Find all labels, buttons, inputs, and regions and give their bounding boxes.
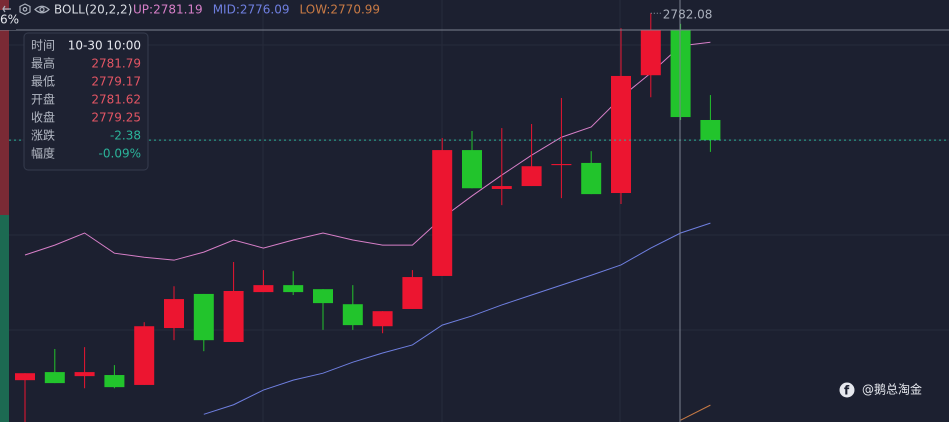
tooltip: 时间 10-30 10:00 最高 2781.79 最低 2779.17 开盘 2781.62… (23, 32, 149, 171)
tooltip-value: 10-30 10:00 (68, 39, 141, 53)
tooltip-box (23, 32, 149, 171)
tooltip-label: 收盘 (31, 110, 55, 125)
candle-body (253, 285, 274, 293)
tooltip-value: 2779.25 (91, 111, 141, 125)
band-line (203, 222, 711, 415)
max-label: 2782.08 (663, 8, 713, 22)
tooltip-label: 最高 (31, 56, 55, 71)
candle-body (134, 326, 155, 385)
tooltip-value: -2.38 (110, 129, 141, 143)
tooltip-label: 时间 (31, 39, 55, 53)
candle-body (521, 166, 542, 187)
candle-body (491, 186, 512, 189)
watermark-icon (839, 382, 855, 398)
tooltip-label: 幅度 (31, 146, 55, 161)
legend-entry: UP:2781.19 (133, 3, 203, 17)
candle-body (283, 285, 304, 293)
band-line (680, 404, 711, 421)
tooltip-value: 2781.79 (91, 57, 141, 71)
legend-entry: LOW:2770.99 (300, 3, 381, 17)
tooltip-label: 最低 (31, 75, 55, 89)
candle-body (581, 162, 602, 195)
tooltip-value: 2779.17 (91, 75, 141, 89)
candle-body (193, 293, 214, 341)
tooltip-value: -0.09% (99, 147, 141, 161)
candle-body (74, 372, 95, 377)
tooltip-label: 开盘 (31, 92, 55, 107)
toolbar-icons[interactable] (2, 3, 50, 16)
candle-body (700, 119, 721, 141)
candle-body (313, 289, 333, 304)
candle-body (640, 30, 661, 76)
tooltip-label: 涨跌 (31, 128, 55, 143)
tooltip-value: 2781.62 (91, 93, 141, 107)
watermark-icon-glyph: f (844, 384, 850, 398)
candle-body (223, 290, 244, 343)
left-strip-up (0, 0, 9, 215)
left-strip-down (0, 215, 9, 422)
candle-body (551, 164, 572, 166)
indicator-name: BOLL(20,2,2) (54, 3, 132, 17)
candle-body (15, 373, 35, 381)
candle-body (342, 304, 363, 326)
candle-body (372, 311, 393, 327)
candle-body (44, 372, 65, 384)
legend-entry: MID:2776.09 (213, 3, 290, 17)
candle-body (432, 150, 453, 276)
candle-body (670, 30, 691, 118)
corner-bg (0, 10, 16, 30)
band-line (24, 41, 711, 261)
watermark: f @鹅总淘金 (839, 382, 922, 398)
candle-body (611, 75, 631, 194)
candle-body (104, 375, 125, 388)
corner-label: 6% (0, 13, 19, 27)
candle-body (462, 150, 482, 189)
candle-body (402, 277, 423, 309)
plot (9, 12, 949, 422)
watermark-text: @鹅总淘金 (862, 382, 922, 397)
candle-body (164, 299, 184, 329)
